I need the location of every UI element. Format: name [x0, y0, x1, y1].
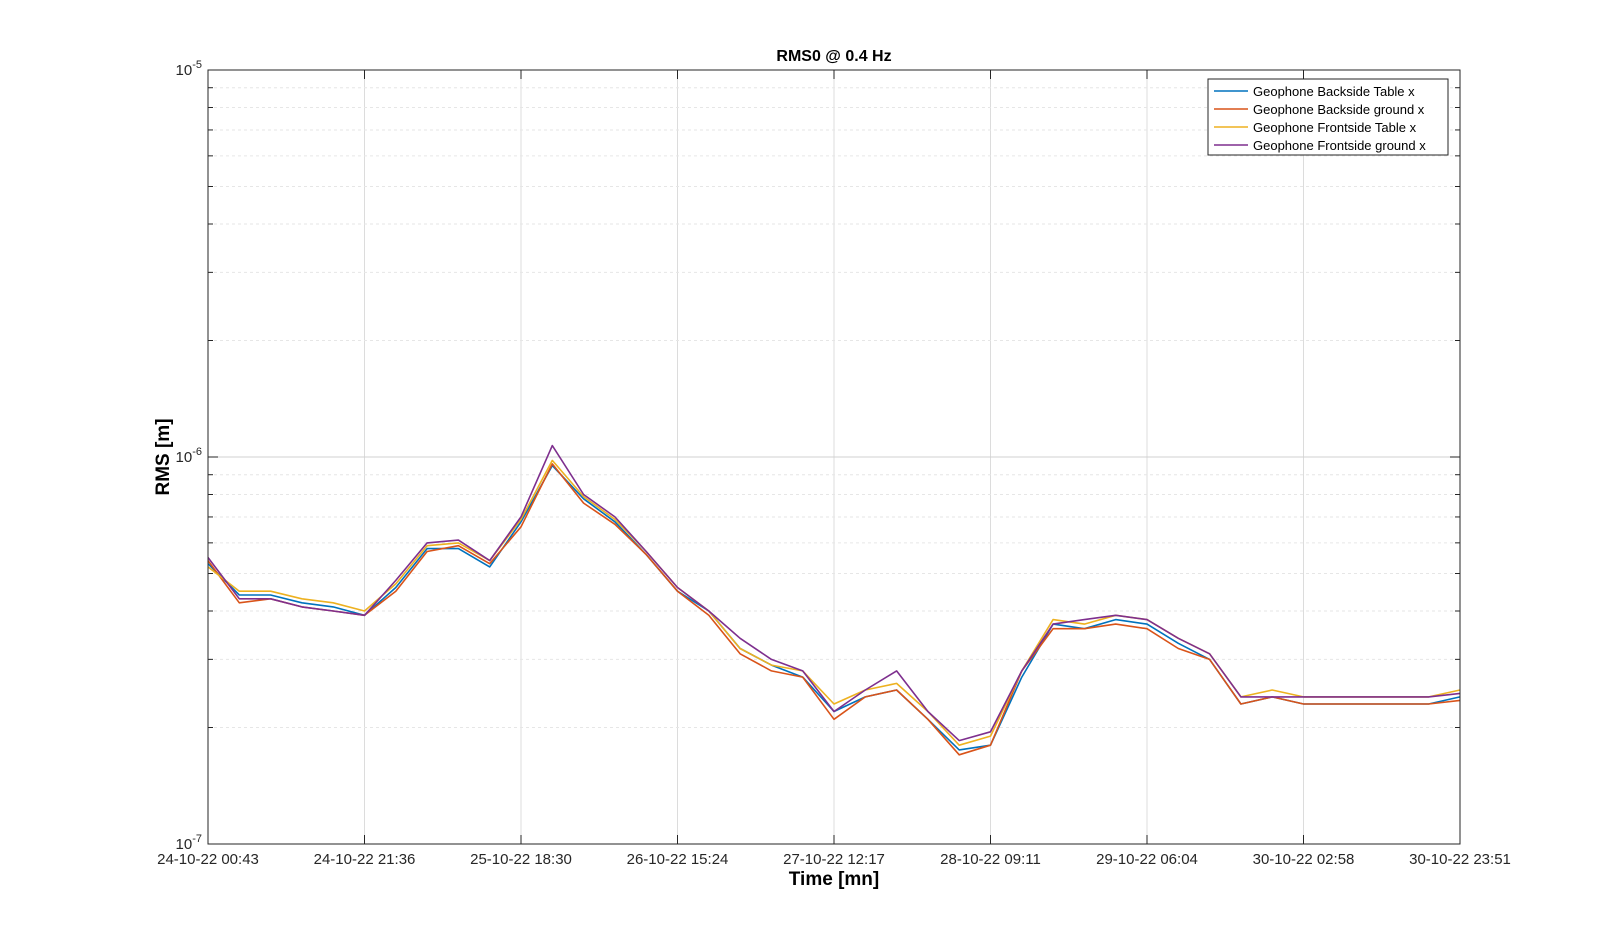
- y-tick-label: 10-5: [176, 59, 202, 79]
- x-tick-label: 29-10-22 06:04: [1096, 851, 1198, 868]
- series-line: [207, 459, 1461, 747]
- y-axis-label: RMS [m]: [153, 418, 174, 495]
- legend-entry: Geophone Frontside ground x: [1253, 138, 1426, 153]
- y-tick-label: 10-7: [176, 833, 202, 853]
- y-tick-labels: 10-7 10-6 10-5: [176, 59, 202, 853]
- legend-entry: Geophone Frontside Table x: [1253, 120, 1417, 135]
- y-tick-label: 10-6: [176, 446, 202, 466]
- legend: Geophone Backside Table x Geophone Backs…: [1207, 78, 1449, 156]
- series-line: [207, 444, 1461, 742]
- x-axis-label: Time [mn]: [789, 869, 879, 890]
- x-tick-label: 24-10-22 00:43: [157, 851, 259, 868]
- x-tick-label: 24-10-22 21:36: [314, 851, 416, 868]
- legend-entry: Geophone Backside Table x: [1253, 84, 1415, 99]
- x-tick-label: 30-10-22 02:58: [1253, 851, 1355, 868]
- x-tick-label: 30-10-22 23:51: [1409, 851, 1511, 868]
- legend-entry: Geophone Backside ground x: [1253, 102, 1425, 117]
- series-layer: [207, 444, 1461, 756]
- x-tick-label: 27-10-22 12:17: [783, 851, 885, 868]
- x-tick-label: 26-10-22 15:24: [627, 851, 729, 868]
- grid-lines: [208, 70, 1460, 844]
- x-tick-labels: 24-10-22 00:43 24-10-22 21:36 25-10-22 18:…: [157, 851, 1511, 868]
- x-tick-label: 25-10-22 18:30: [470, 851, 572, 868]
- x-tick-label: 28-10-22 09:11: [940, 851, 1041, 868]
- series-line: [207, 463, 1461, 756]
- axis-ticks: [207, 69, 1461, 845]
- chart-title: RMS0 @ 0.4 Hz: [776, 48, 891, 65]
